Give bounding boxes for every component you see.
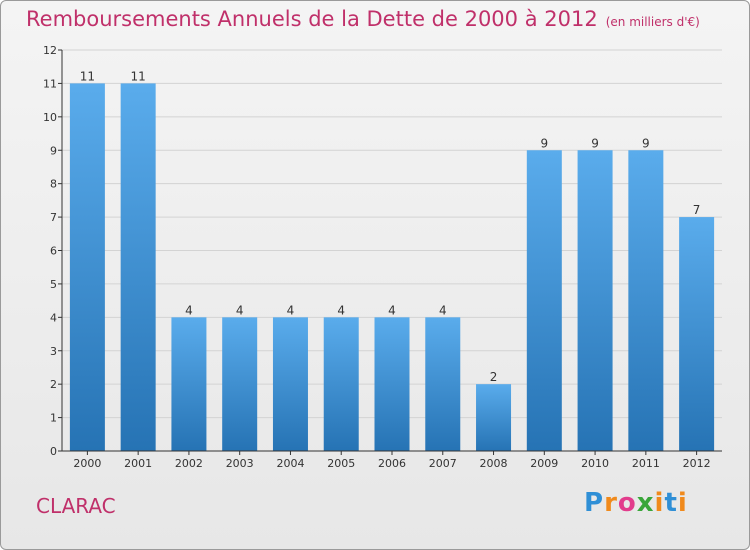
y-tick-label: 10 bbox=[43, 111, 57, 124]
x-tick-label: 2000 bbox=[73, 457, 101, 470]
logo-letter: r bbox=[604, 488, 618, 518]
chart-title: Remboursements Annuels de la Dette de 20… bbox=[26, 7, 700, 31]
y-tick-label: 3 bbox=[50, 345, 57, 358]
y-tick-label: 11 bbox=[43, 77, 57, 90]
x-tick-label: 2012 bbox=[683, 457, 711, 470]
data-label: 4 bbox=[439, 303, 447, 317]
data-label: 4 bbox=[388, 303, 396, 317]
bar bbox=[171, 317, 207, 451]
x-tick-label: 2005 bbox=[327, 457, 355, 470]
logo-letter: i bbox=[654, 488, 665, 518]
x-tick-label: 2004 bbox=[276, 457, 304, 470]
x-tick-label: 2007 bbox=[429, 457, 457, 470]
x-tick-label: 2009 bbox=[530, 457, 558, 470]
data-label: 4 bbox=[236, 303, 244, 317]
chart-title-text: Remboursements Annuels de la Dette de 20… bbox=[26, 7, 598, 31]
y-tick-label: 8 bbox=[50, 178, 57, 191]
bar bbox=[679, 217, 715, 451]
bar bbox=[425, 317, 461, 451]
data-label: 9 bbox=[642, 136, 650, 150]
x-tick-label: 2001 bbox=[124, 457, 152, 470]
bar bbox=[120, 83, 156, 452]
y-tick-label: 4 bbox=[50, 311, 57, 324]
x-tick-label: 2006 bbox=[378, 457, 406, 470]
bar bbox=[628, 150, 664, 451]
bar bbox=[526, 150, 562, 451]
y-tick-label: 2 bbox=[50, 378, 57, 391]
bar bbox=[272, 317, 308, 451]
x-tick-label: 2003 bbox=[226, 457, 254, 470]
x-tick-label: 2011 bbox=[632, 457, 660, 470]
data-label: 4 bbox=[185, 303, 193, 317]
bar bbox=[476, 384, 512, 451]
y-tick-label: 6 bbox=[50, 245, 57, 258]
data-label: 11 bbox=[80, 69, 95, 83]
x-tick-label: 2008 bbox=[480, 457, 508, 470]
bar bbox=[69, 83, 105, 452]
data-label: 4 bbox=[287, 303, 295, 317]
data-label: 9 bbox=[591, 136, 599, 150]
data-label: 4 bbox=[337, 303, 345, 317]
x-tick-label: 2010 bbox=[581, 457, 609, 470]
data-label: 9 bbox=[540, 136, 548, 150]
y-tick-label: 0 bbox=[50, 445, 57, 458]
bar bbox=[577, 150, 613, 451]
x-tick-label: 2002 bbox=[175, 457, 203, 470]
commune-name: CLARAC bbox=[36, 494, 116, 518]
y-tick-label: 1 bbox=[50, 412, 57, 425]
data-label: 11 bbox=[131, 69, 146, 83]
bar bbox=[222, 317, 258, 451]
chart-subtitle: (en milliers d'€) bbox=[605, 15, 700, 29]
logo-letter: t bbox=[664, 488, 678, 518]
y-tick-label: 7 bbox=[50, 211, 57, 224]
proxiti-logo: Proxiti bbox=[584, 488, 688, 518]
data-label: 7 bbox=[693, 203, 701, 217]
y-tick-label: 9 bbox=[50, 144, 57, 157]
logo-letter: i bbox=[677, 488, 688, 518]
data-label: 2 bbox=[490, 370, 498, 384]
logo-letter: P bbox=[584, 488, 605, 518]
logo-letter: o bbox=[617, 488, 637, 518]
y-tick-label: 12 bbox=[43, 44, 57, 57]
bar bbox=[374, 317, 410, 451]
y-tick-label: 5 bbox=[50, 278, 57, 291]
bar bbox=[323, 317, 359, 451]
logo-letter: x bbox=[636, 488, 655, 518]
